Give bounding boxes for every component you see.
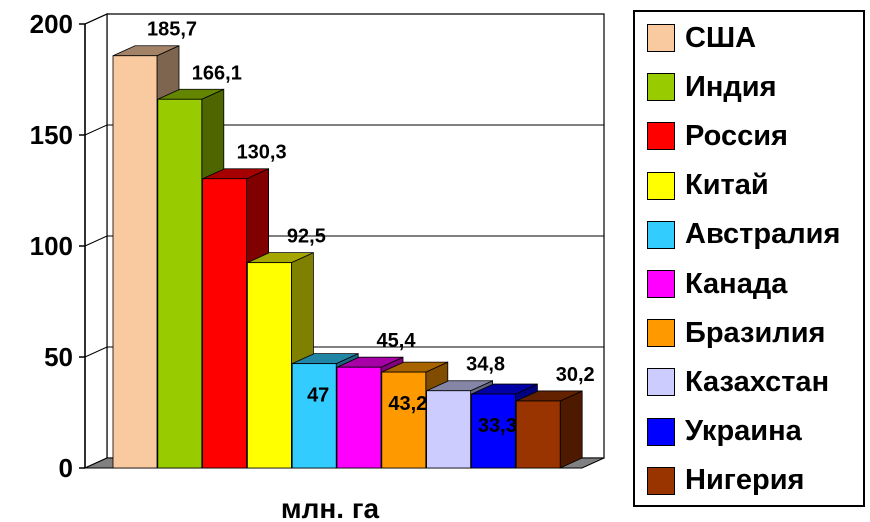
bar-chart: 0 50 100 150 200 185,7 166,1 130,3 92,5 47 45,4 43… bbox=[30, 9, 605, 522]
legend-swatch bbox=[647, 220, 675, 249]
data-labels: 185,7 166,1 130,3 92,5 47 45,4 43,2 34,8 33,3 30,… bbox=[147, 19, 595, 437]
gridline bbox=[84, 13, 604, 25]
legend-item: Канада bbox=[647, 264, 787, 304]
legend-label: США bbox=[685, 21, 757, 54]
legend-label: Китай bbox=[685, 169, 769, 202]
y-axis-ticks: 0 50 100 150 200 bbox=[30, 9, 85, 483]
legend-label: Австралия bbox=[685, 218, 841, 251]
data-label: 43,2 bbox=[388, 393, 427, 415]
legend-item: Нигерия bbox=[647, 461, 804, 501]
gridlines bbox=[84, 13, 604, 358]
legend-swatch bbox=[647, 122, 675, 151]
data-label: 166,1 bbox=[192, 62, 242, 84]
legend-item: Австралия bbox=[647, 215, 840, 255]
bar-front bbox=[381, 371, 427, 469]
gridline bbox=[84, 346, 604, 358]
bar-front bbox=[291, 363, 337, 469]
bar-side bbox=[559, 390, 583, 469]
legend-item: Бразилия bbox=[647, 313, 825, 353]
data-label: 34,8 bbox=[466, 354, 505, 376]
gridline bbox=[84, 235, 604, 247]
legend-item: США bbox=[647, 18, 756, 58]
bar-front bbox=[202, 178, 248, 469]
data-label: 45,4 bbox=[377, 330, 417, 352]
legend-item: Индия bbox=[647, 67, 777, 107]
legend-item: Китай bbox=[647, 166, 769, 206]
data-label: 130,3 bbox=[237, 142, 287, 164]
legend-swatch bbox=[647, 368, 675, 397]
data-label: 47 bbox=[307, 385, 329, 407]
bar-10 bbox=[515, 390, 583, 469]
legend-item: Казахстан bbox=[647, 362, 829, 402]
bar-front bbox=[426, 390, 472, 469]
data-label: 33,3 bbox=[478, 415, 517, 437]
bar-front bbox=[246, 262, 292, 469]
legend-label: Канада bbox=[685, 267, 788, 300]
legend-label: Бразилия bbox=[685, 316, 826, 349]
data-label: 92,5 bbox=[287, 226, 326, 248]
y-tick-label: 100 bbox=[30, 231, 73, 261]
bar-front bbox=[470, 393, 516, 469]
legend-swatch bbox=[647, 417, 675, 446]
bar-front bbox=[336, 366, 382, 469]
legend-swatch bbox=[647, 270, 675, 298]
bar-front bbox=[112, 55, 158, 469]
legend-swatch bbox=[647, 466, 675, 495]
y-tick-label: 50 bbox=[44, 342, 73, 372]
data-label: 185,7 bbox=[147, 19, 197, 41]
legend-label: Нигерия bbox=[685, 464, 805, 497]
y-tick-label: 0 bbox=[59, 453, 73, 483]
legend-item: Украина bbox=[647, 412, 802, 452]
bar-front bbox=[157, 98, 203, 469]
legend-label: Россия bbox=[685, 119, 788, 152]
legend-swatch bbox=[647, 73, 675, 102]
y-tick-label: 200 bbox=[30, 9, 73, 39]
legend-swatch bbox=[647, 24, 675, 52]
legend-label: Казахстан bbox=[685, 365, 830, 398]
legend-item: Россия bbox=[647, 116, 788, 156]
legend-label: Украина bbox=[685, 415, 802, 448]
bar-front bbox=[515, 400, 561, 469]
legend-swatch bbox=[647, 171, 675, 200]
legend-label: Индия bbox=[685, 70, 777, 103]
x-axis-label: млн. га bbox=[281, 493, 380, 522]
legend-swatch bbox=[647, 319, 675, 348]
bars bbox=[112, 45, 583, 469]
legend: США Индия Россия Китай Австралия Канада Бразил… bbox=[633, 10, 865, 507]
data-label: 30,2 bbox=[556, 364, 595, 386]
y-tick-label: 150 bbox=[30, 120, 73, 150]
gridline bbox=[84, 124, 604, 136]
